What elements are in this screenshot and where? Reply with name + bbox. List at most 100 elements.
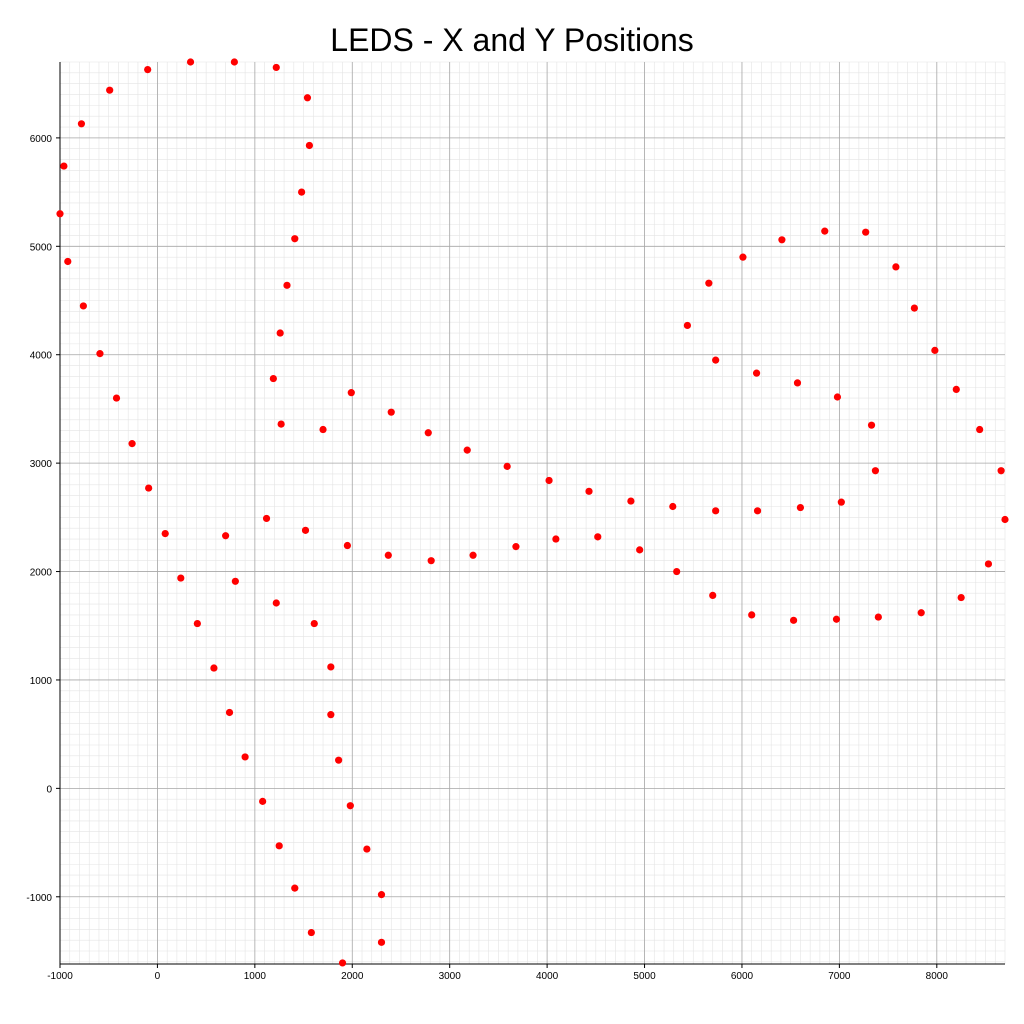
data-point [837, 498, 845, 506]
x-tick-label: 5000 [633, 971, 656, 982]
data-point [79, 302, 87, 310]
data-point [210, 664, 218, 672]
data-point [424, 429, 432, 437]
data-point [833, 393, 842, 401]
data-point [862, 228, 870, 236]
data-point [186, 58, 195, 66]
data-point [283, 281, 291, 289]
y-tick-label: 1000 [30, 676, 53, 687]
data-point [739, 253, 747, 261]
data-point [931, 346, 939, 354]
data-point [346, 802, 354, 810]
data-point [272, 63, 280, 72]
data-point [231, 577, 239, 585]
data-point [193, 619, 201, 628]
data-point [343, 541, 351, 550]
data-point [976, 425, 984, 434]
data-point [867, 421, 876, 429]
data-point [60, 162, 68, 170]
x-tick-label: 2000 [341, 971, 364, 982]
data-point [56, 210, 64, 218]
x-tick-label: 3000 [439, 971, 462, 982]
data-point [503, 462, 511, 470]
data-point [796, 503, 805, 512]
data-points [56, 58, 1009, 967]
data-point [363, 845, 371, 853]
data-point [748, 611, 756, 619]
data-point [241, 753, 249, 761]
data-point [469, 551, 477, 559]
y-tick-label: 2000 [30, 568, 53, 579]
data-point [377, 938, 386, 946]
data-point [997, 467, 1005, 475]
data-point [892, 263, 900, 271]
data-point [225, 708, 234, 717]
data-point [910, 304, 918, 312]
data-point [636, 546, 644, 554]
data-point [338, 959, 347, 967]
data-point [952, 385, 960, 394]
data-point [145, 484, 153, 492]
minor-gridlines [59, 61, 1006, 964]
data-point [627, 497, 635, 505]
y-tick-label: 4000 [30, 351, 53, 362]
data-point [709, 591, 717, 599]
data-point [594, 533, 602, 541]
x-tick-label: -1000 [47, 971, 73, 982]
data-point [303, 94, 312, 102]
x-tick-label: 6000 [731, 971, 754, 982]
data-point [871, 467, 880, 475]
data-point [705, 279, 713, 287]
data-point [96, 350, 104, 358]
data-point [144, 65, 152, 74]
data-point [752, 369, 761, 377]
data-point [753, 507, 762, 515]
data-point [778, 236, 786, 244]
data-point [463, 446, 471, 454]
data-point [276, 329, 284, 337]
data-point [545, 476, 553, 485]
data-point [552, 535, 560, 543]
data-point [512, 543, 520, 551]
data-point [712, 507, 720, 515]
data-point [832, 615, 841, 623]
data-point [384, 551, 392, 559]
data-point [277, 420, 285, 428]
data-point [272, 599, 280, 607]
y-tick-label: 6000 [30, 134, 53, 145]
data-point [301, 526, 310, 534]
data-point [259, 797, 267, 805]
data-point [821, 227, 829, 235]
y-tick-label: 5000 [30, 242, 53, 253]
data-point [177, 574, 185, 582]
data-point [275, 842, 283, 850]
data-point [683, 321, 692, 330]
x-tick-label: 7000 [828, 971, 851, 982]
data-point [269, 374, 277, 383]
x-tick-label: 8000 [926, 971, 949, 982]
y-tick-label: -1000 [26, 893, 52, 904]
chart-title: LEDS - X and Y Positions [330, 22, 694, 58]
data-point [327, 663, 335, 671]
data-point [307, 928, 315, 937]
data-point [335, 756, 343, 764]
data-point [789, 616, 798, 624]
data-point [77, 120, 86, 128]
data-point [291, 884, 299, 892]
data-point [64, 257, 72, 266]
data-point [377, 891, 386, 899]
data-point [128, 440, 136, 448]
data-point [387, 408, 395, 416]
tick-labels: -1000 0 1000 2000 3000 4000 5000 6000 7000 8000 -1… [26, 134, 948, 982]
data-point [1001, 515, 1009, 524]
data-point [161, 529, 169, 538]
data-point [222, 532, 230, 540]
data-point [712, 356, 720, 364]
data-point [106, 86, 114, 94]
data-point [327, 711, 335, 719]
data-point [427, 557, 435, 565]
data-point [298, 188, 306, 196]
data-point [291, 235, 299, 243]
data-point [262, 514, 271, 523]
